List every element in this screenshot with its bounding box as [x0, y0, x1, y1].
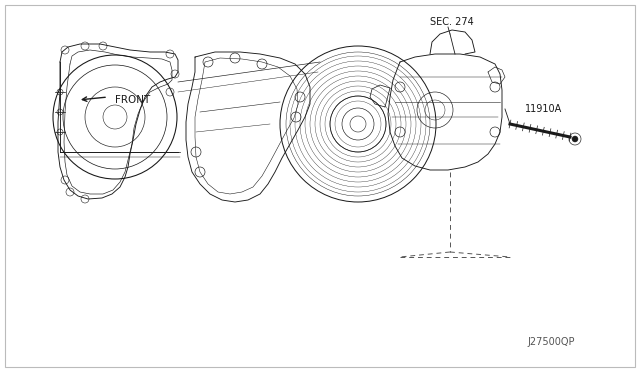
- Circle shape: [572, 136, 578, 142]
- Text: SEC. 274: SEC. 274: [430, 17, 474, 27]
- Text: 11910A: 11910A: [525, 104, 563, 114]
- Text: J27500QP: J27500QP: [527, 337, 575, 347]
- Text: FRONT: FRONT: [115, 95, 150, 105]
